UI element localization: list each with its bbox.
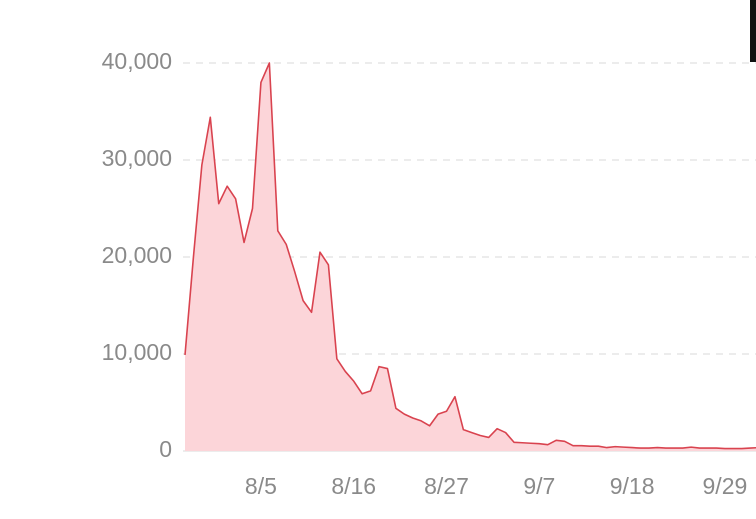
- area-fill: [185, 63, 756, 451]
- x-tick-label: 9/7: [523, 473, 555, 499]
- ui-edge: [750, 0, 756, 62]
- y-tick-label: 10,000: [102, 339, 172, 365]
- plot-area: [184, 62, 756, 451]
- labels: 0 10,000 20,000 30,000 40,000 8/5 8/16 8/27 9/7 9…: [102, 48, 748, 499]
- y-tick-label: 40,000: [102, 48, 172, 74]
- x-tick-label: 9/18: [610, 473, 655, 499]
- x-tick-label: 8/5: [245, 473, 277, 499]
- y-tick-label: 30,000: [102, 145, 172, 171]
- line: [184, 62, 756, 450]
- x-tick-label: 8/27: [424, 473, 469, 499]
- y-tick-label: 0: [159, 436, 172, 462]
- x-tick-label: 8/16: [331, 473, 376, 499]
- y-tick-label: 20,000: [102, 242, 172, 268]
- x-tick-label: 9/29: [703, 473, 748, 499]
